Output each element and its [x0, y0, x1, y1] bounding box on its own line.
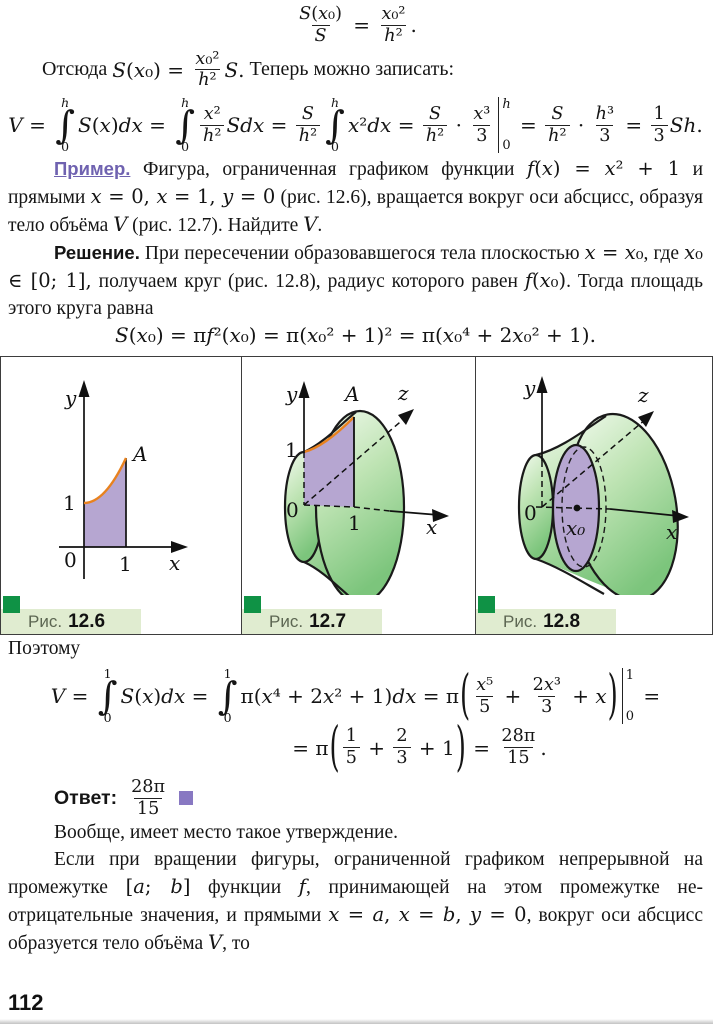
figure-12-8-plot: y z 0 x₀ x — [517, 376, 689, 596]
label-A: A — [343, 382, 359, 406]
label-z: z — [397, 381, 409, 405]
answer-label: Ответ: — [54, 786, 118, 809]
label-0: 0 — [524, 501, 537, 525]
x-axis-arrow-icon — [432, 509, 449, 523]
figure-12-8: y z 0 x₀ x Рис. 12.8 — [475, 357, 710, 635]
x-axis-hidden — [303, 504, 391, 512]
label-0: 0 — [286, 498, 299, 522]
formula-example-volume-1: V = 1 ∫ 0 S(x)dx = 1 ∫ 0 π(x⁴ + 2x² + 1)dx = π… — [50, 665, 661, 727]
caption-number: 12.7 — [309, 611, 347, 633]
caption-number: 12.6 — [68, 611, 106, 633]
z-axis-hidden — [303, 416, 407, 506]
formula-ratio: S(x₀) S = x₀² h². — [299, 4, 417, 46]
paragraph-solution: Решение. При пересечении образовавшегося… — [8, 239, 703, 322]
formula-area: S(x₀) = πf²(x₀) = π(x₀² + 1)² = π(x₀⁴ + … — [115, 323, 596, 348]
paragraph-statement-intro: Вообще, имеет место такое утверждение. — [54, 822, 398, 844]
shaded-region — [84, 458, 126, 548]
figure-12-6-plot: y A 1 0 1 x — [59, 380, 188, 580]
solution-label: Решение. — [54, 242, 140, 264]
example-label: Пример. — [54, 158, 131, 180]
figure-strip: y A 1 0 1 x Рис. 12.6 — [0, 356, 713, 636]
label-x: x — [426, 515, 437, 539]
example-body: Фигура, ограниченная графиком функции f(… — [8, 157, 704, 237]
caption-bar — [476, 609, 616, 635]
figure-12-7-plot: y A z 1 0 1 x — [283, 381, 449, 596]
z-axis-hidden — [541, 418, 647, 508]
curve-parabola — [303, 416, 355, 454]
z-axis-arrow-icon — [638, 411, 654, 428]
x-axis-hidden — [535, 506, 611, 510]
x-axis — [389, 510, 440, 517]
label-x: x — [666, 520, 677, 544]
figure-12-7: y A z 1 0 1 x Рис. 12.7 — [241, 357, 475, 635]
y-axis-arrow-icon — [78, 380, 90, 398]
caption-prefix: Рис. — [503, 612, 538, 632]
solid-bottom-edge — [535, 558, 605, 596]
answer-value: 28π 15 — [131, 776, 166, 819]
caption-square-icon — [478, 596, 495, 614]
point-x0 — [573, 504, 581, 512]
solid-bottom-edge — [303, 561, 350, 596]
figure-caption: Рис. 12.7 — [242, 595, 475, 635]
label-1-y: 1 — [285, 438, 298, 462]
caption-bar — [242, 609, 382, 635]
caption-prefix: Рис. — [269, 612, 304, 632]
label-x0: x₀ — [566, 516, 585, 540]
caption-square-icon — [244, 596, 261, 614]
figure-caption: Рис. 12.8 — [476, 595, 710, 635]
label-1-y: 1 — [63, 491, 76, 515]
shaded-section — [304, 417, 354, 508]
page-number: 112 — [8, 990, 44, 1015]
formula-intro-line: Отсюда S(x₀) = x₀² h² S. Теперь можно запи… — [42, 48, 455, 91]
label-x: x — [169, 551, 180, 575]
answer-end-square-icon — [179, 791, 194, 806]
solution-body: При пересечении образовавшегося тела пло… — [8, 241, 703, 320]
y-axis-arrow-icon — [298, 381, 310, 399]
paragraph-statement-body: Если при вращении фигуры, ограниченной г… — [8, 849, 703, 955]
curve-parabola — [83, 457, 128, 505]
solid-top-edge — [535, 415, 607, 457]
paragraph-poetomu: Поэтому — [8, 638, 81, 660]
label-z: z — [637, 383, 649, 407]
x-axis-arrow-icon — [672, 510, 689, 524]
label-1-x: 1 — [119, 552, 132, 576]
y-axis-arrow-icon — [536, 376, 548, 394]
figure-caption: Рис. 12.6 — [1, 595, 241, 635]
caption-prefix: Рис. — [28, 612, 63, 632]
caption-square-icon — [3, 596, 20, 614]
figure-12-6: y A 1 0 1 x Рис. 12.6 — [1, 357, 241, 635]
label-1-x: 1 — [348, 511, 361, 535]
x-axis-arrow-icon — [171, 541, 188, 554]
caption-number: 12.8 — [543, 611, 581, 633]
label-y: y — [523, 376, 536, 400]
paragraph-example: Пример. Фигура, ограниченная графиком фу… — [8, 155, 703, 239]
label-y: y — [285, 382, 298, 406]
x-axis — [609, 508, 680, 518]
label-0: 0 — [64, 548, 77, 572]
z-axis-arrow-icon — [398, 409, 414, 426]
caption-bar — [1, 609, 141, 635]
answer-row: Ответ: 28π 15 — [54, 777, 703, 820]
label-y: y — [64, 386, 77, 410]
label-A: A — [131, 442, 147, 466]
